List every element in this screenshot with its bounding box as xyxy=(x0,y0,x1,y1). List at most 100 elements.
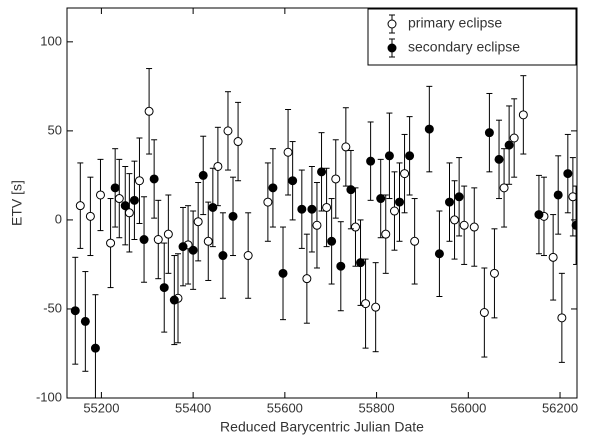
x-axis-label: Reduced Barycentric Julian Date xyxy=(220,419,424,435)
point xyxy=(459,220,469,230)
legend-marker xyxy=(387,43,397,53)
x-tick-label: 55200 xyxy=(83,400,119,415)
point xyxy=(424,124,434,134)
point xyxy=(85,211,95,221)
point xyxy=(188,245,198,255)
point xyxy=(288,176,298,186)
point xyxy=(371,302,381,312)
point xyxy=(534,210,544,220)
point xyxy=(341,142,351,152)
point xyxy=(193,217,203,227)
point xyxy=(208,202,218,212)
point xyxy=(504,140,514,150)
point xyxy=(445,197,454,207)
y-tick-label: -50 xyxy=(43,300,62,315)
y-tick-label: 0 xyxy=(55,211,62,226)
point xyxy=(571,220,577,230)
y-tick-label: 100 xyxy=(40,33,62,48)
point xyxy=(553,190,563,200)
point xyxy=(317,167,327,177)
point xyxy=(405,151,415,161)
point xyxy=(149,174,159,184)
x-tick-label: 56200 xyxy=(542,400,578,415)
point xyxy=(557,313,567,323)
point xyxy=(400,169,410,179)
point xyxy=(450,215,460,225)
point xyxy=(509,133,519,143)
point xyxy=(302,274,312,284)
x-tick-label: 55600 xyxy=(267,400,303,415)
point xyxy=(384,151,394,161)
point xyxy=(484,128,494,138)
point xyxy=(548,252,558,262)
point xyxy=(479,308,489,318)
point xyxy=(243,251,253,261)
point xyxy=(153,235,163,245)
point xyxy=(331,174,341,184)
point xyxy=(366,156,376,166)
point xyxy=(218,251,228,261)
point xyxy=(263,197,273,207)
point xyxy=(75,201,85,211)
point xyxy=(134,176,144,186)
point xyxy=(518,110,528,120)
point xyxy=(563,169,573,179)
point xyxy=(494,154,504,164)
point xyxy=(356,258,366,268)
point xyxy=(203,236,213,246)
point xyxy=(454,192,464,202)
point xyxy=(346,185,356,195)
legend-label: secondary eclipse xyxy=(408,39,520,55)
point xyxy=(336,261,346,271)
point xyxy=(169,295,179,305)
point xyxy=(114,194,124,204)
legend-marker xyxy=(387,19,397,29)
point xyxy=(297,204,307,214)
point xyxy=(434,249,444,259)
point xyxy=(410,236,420,246)
plot-area xyxy=(70,68,577,398)
point xyxy=(312,220,322,230)
point xyxy=(469,222,479,232)
point xyxy=(129,195,139,205)
point xyxy=(159,283,169,293)
x-tick-label: 55400 xyxy=(175,400,211,415)
point xyxy=(233,137,243,147)
point xyxy=(278,268,288,278)
point xyxy=(80,316,90,326)
point xyxy=(327,236,337,246)
point xyxy=(499,183,509,193)
point xyxy=(124,208,134,218)
point xyxy=(178,242,188,252)
legend-box xyxy=(367,8,577,66)
point xyxy=(489,268,499,278)
y-tick-label: -100 xyxy=(36,389,62,404)
point xyxy=(395,197,405,207)
point xyxy=(283,147,293,157)
point xyxy=(228,211,238,221)
point xyxy=(361,299,371,309)
point xyxy=(70,306,80,316)
point xyxy=(95,190,105,200)
y-tick-label: 50 xyxy=(48,122,62,137)
point xyxy=(163,229,173,239)
point xyxy=(223,126,233,136)
x-tick-label: 56000 xyxy=(450,400,486,415)
point xyxy=(139,235,149,245)
point xyxy=(144,106,154,116)
point xyxy=(381,229,391,239)
point xyxy=(350,222,360,232)
point xyxy=(376,194,386,204)
point xyxy=(322,202,332,212)
point xyxy=(389,206,399,216)
point xyxy=(120,201,130,211)
point xyxy=(268,183,278,193)
x-tick-label: 55800 xyxy=(358,400,394,415)
plot-frame xyxy=(66,7,578,399)
point xyxy=(307,204,317,214)
legend-label: primary eclipse xyxy=(408,15,502,31)
point xyxy=(568,192,577,202)
point xyxy=(90,343,100,353)
point xyxy=(110,183,120,193)
